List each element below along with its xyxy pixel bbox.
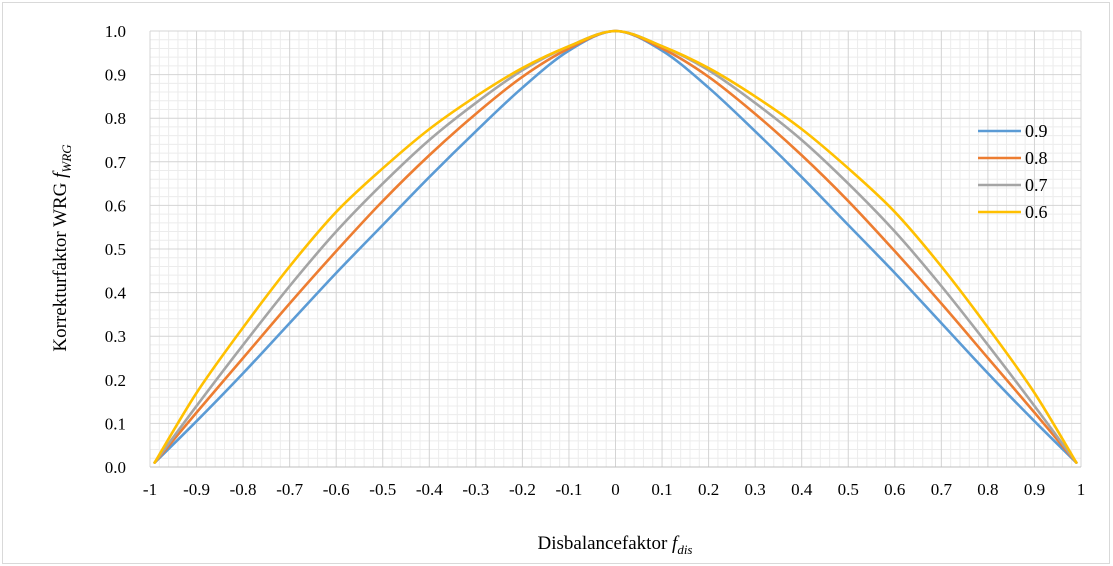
y-tick-label: 0.6	[105, 196, 126, 215]
y-tick-label: 0.5	[105, 240, 126, 259]
x-tick-label: 0.5	[838, 480, 859, 499]
axis-title-text: Disbalancefaktor	[538, 533, 673, 554]
x-tick-label: -0.8	[230, 480, 257, 499]
axis-title-symbol: f	[50, 170, 71, 178]
axis-title-symbol: f	[672, 533, 680, 554]
y-tick-label: 0.2	[105, 371, 126, 390]
x-tick-label: 0.4	[791, 480, 813, 499]
major-gridlines	[149, 30, 1082, 468]
x-tick-label: 0.7	[931, 480, 953, 499]
x-tick-label: -0.9	[183, 480, 210, 499]
y-tick-label: 1.0	[105, 22, 126, 41]
x-tick-label: 0.1	[651, 480, 672, 499]
x-tick-label: -1	[143, 480, 157, 499]
series-line-0.6	[153, 29, 1078, 464]
axis-title-text: Korrekturfaktor WRG	[50, 178, 71, 352]
x-tick-label: -0.7	[276, 480, 303, 499]
x-tick-label: 0.2	[698, 480, 719, 499]
x-tick-label: -0.2	[509, 480, 536, 499]
x-tick-label: 1	[1077, 480, 1086, 499]
y-tick-label: 0.1	[105, 414, 126, 433]
y-tick-label: 0.9	[105, 66, 126, 85]
x-axis-ticks: -1 -0.9 -0.8 -0.7 -0.6 -0.5 -0.4 -0.3 -0.2 -0.1 0 0…	[143, 480, 1085, 499]
x-tick-label: 0.9	[1024, 480, 1045, 499]
legend-label: 0.9	[1025, 121, 1048, 141]
y-tick-label: 0.7	[105, 153, 127, 172]
x-tick-label: 0.6	[884, 480, 905, 499]
legend: 0.9 0.8 0.7 0.6	[978, 121, 1048, 222]
legend-label: 0.7	[1025, 175, 1048, 195]
y-axis-title: Korrekturfaktor WRG fWRG	[50, 144, 74, 352]
x-axis-title: Disbalancefaktor fdis	[538, 533, 693, 557]
y-tick-label: 0.0	[105, 458, 126, 477]
y-tick-label: 0.4	[105, 284, 127, 303]
x-tick-label: 0	[611, 480, 620, 499]
x-tick-label: -0.3	[462, 480, 489, 499]
x-tick-label: 0.8	[977, 480, 998, 499]
x-tick-label: -0.4	[416, 480, 443, 499]
axis-title-subscript: WRG	[59, 144, 74, 173]
series-lines	[153, 29, 1078, 464]
legend-label: 0.6	[1025, 202, 1048, 222]
y-tick-label: 0.8	[105, 109, 126, 128]
axis-title-subscript: dis	[677, 542, 692, 557]
x-tick-label: -0.1	[555, 480, 582, 499]
y-axis-ticks: 0.0 0.1 0.2 0.3 0.4 0.5 0.6 0.7 0.8 0.9 1.0	[105, 22, 127, 477]
x-tick-label: -0.5	[369, 480, 396, 499]
x-tick-label: 0.3	[745, 480, 766, 499]
legend-label: 0.8	[1025, 148, 1048, 168]
x-tick-label: -0.6	[323, 480, 350, 499]
y-tick-label: 0.3	[105, 327, 126, 346]
